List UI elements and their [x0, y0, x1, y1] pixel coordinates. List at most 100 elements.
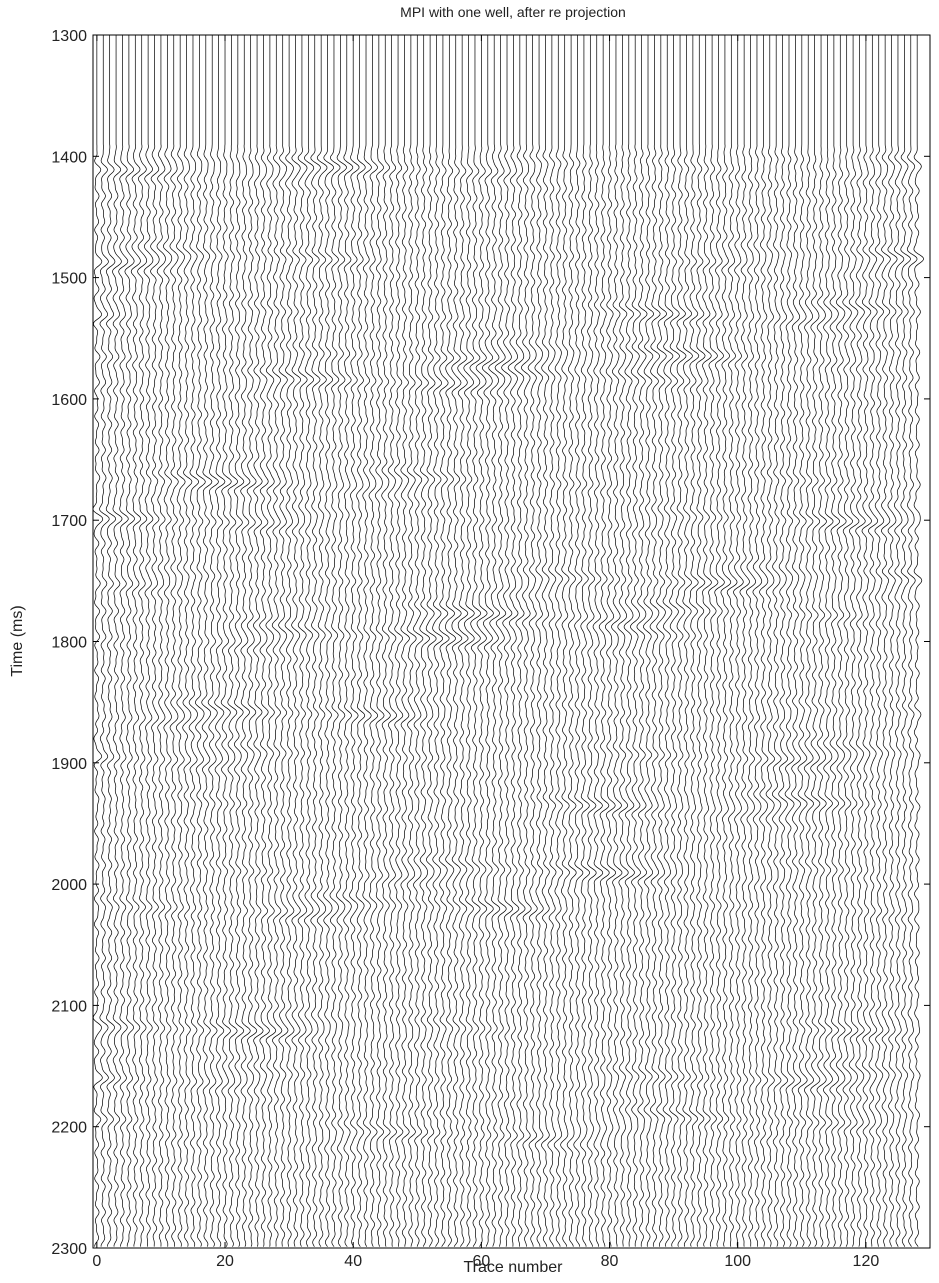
trace: [765, 35, 775, 1247]
trace: [553, 35, 564, 1247]
x-tick-label: 60: [472, 1253, 490, 1270]
trace: [675, 35, 687, 1247]
trace: [457, 35, 469, 1247]
y-tick-label: 2200: [51, 1120, 87, 1137]
trace: [714, 35, 725, 1247]
trace: [874, 35, 885, 1247]
trace: [329, 35, 341, 1247]
trace: [246, 35, 258, 1247]
trace: [501, 35, 513, 1247]
trace: [124, 35, 135, 1247]
chart-title: MPI with one well, after re projection: [400, 4, 626, 20]
trace: [201, 35, 213, 1247]
trace: [752, 35, 763, 1247]
trace: [368, 35, 379, 1247]
trace: [105, 35, 117, 1247]
trace: [848, 35, 860, 1247]
trace: [278, 35, 289, 1247]
trace: [669, 35, 680, 1247]
trace: [394, 35, 404, 1247]
trace: [573, 35, 584, 1247]
trace: [475, 35, 488, 1247]
x-tick-label: 120: [853, 1253, 880, 1270]
trace: [118, 35, 129, 1247]
trace: [381, 35, 391, 1247]
y-tick-label: 1400: [51, 149, 87, 166]
trace: [708, 35, 719, 1247]
trace: [374, 35, 385, 1247]
trace: [438, 35, 450, 1247]
trace: [265, 35, 277, 1247]
x-tick-label: 100: [724, 1253, 751, 1270]
trace: [913, 35, 924, 1247]
trace: [188, 35, 200, 1247]
y-tick-label: 2000: [51, 877, 87, 894]
trace: [726, 35, 738, 1247]
trace: [194, 35, 206, 1247]
x-tick-label: 0: [92, 1253, 101, 1270]
trace: [617, 35, 629, 1247]
trace: [355, 35, 366, 1247]
trace: [150, 35, 160, 1247]
trace: [746, 35, 756, 1247]
trace: [733, 35, 744, 1247]
trace: [580, 35, 590, 1247]
trace: [823, 35, 834, 1247]
trace: [259, 35, 270, 1247]
trace: [387, 35, 398, 1247]
trace: [451, 35, 463, 1247]
trace: [291, 35, 302, 1247]
trace: [304, 35, 315, 1247]
trace: [481, 35, 494, 1247]
trace: [649, 35, 661, 1247]
trace: [906, 35, 918, 1247]
trace: [656, 35, 668, 1247]
trace: [253, 35, 264, 1247]
trace: [507, 35, 520, 1247]
trace: [630, 35, 641, 1247]
x-tick-label: 40: [344, 1253, 362, 1270]
trace: [469, 35, 482, 1247]
trace: [759, 35, 769, 1247]
y-tick-label: 1900: [51, 756, 87, 773]
trace: [586, 35, 597, 1247]
trace: [816, 35, 827, 1247]
trace: [611, 35, 623, 1247]
trace: [400, 35, 410, 1247]
trace: [868, 35, 879, 1247]
trace: [604, 35, 617, 1247]
trace: [99, 35, 110, 1247]
trace: [175, 35, 186, 1247]
trace: [207, 35, 219, 1247]
trace: [419, 35, 430, 1247]
trace: [842, 35, 853, 1247]
trace: [425, 35, 437, 1247]
trace: [598, 35, 610, 1247]
trace: [137, 35, 148, 1247]
trace: [810, 35, 821, 1247]
trace: [778, 35, 789, 1247]
trace: [169, 35, 179, 1247]
trace: [130, 35, 142, 1247]
x-tick-label: 20: [216, 1253, 234, 1270]
trace: [233, 35, 245, 1247]
trace: [310, 35, 321, 1247]
trace: [560, 35, 570, 1247]
trace: [521, 35, 532, 1247]
trace: [463, 35, 475, 1247]
trace: [342, 35, 354, 1247]
trace: [797, 35, 808, 1247]
trace: [182, 35, 193, 1247]
trace: [432, 35, 444, 1247]
trace: [336, 35, 347, 1247]
trace: [662, 35, 674, 1247]
trace: [445, 35, 456, 1247]
trace: [541, 35, 550, 1247]
trace: [112, 35, 123, 1247]
trace: [349, 35, 360, 1247]
trace: [695, 35, 706, 1247]
trace: [887, 35, 898, 1247]
trace: [566, 35, 577, 1247]
y-tick-label: 1600: [51, 392, 87, 409]
